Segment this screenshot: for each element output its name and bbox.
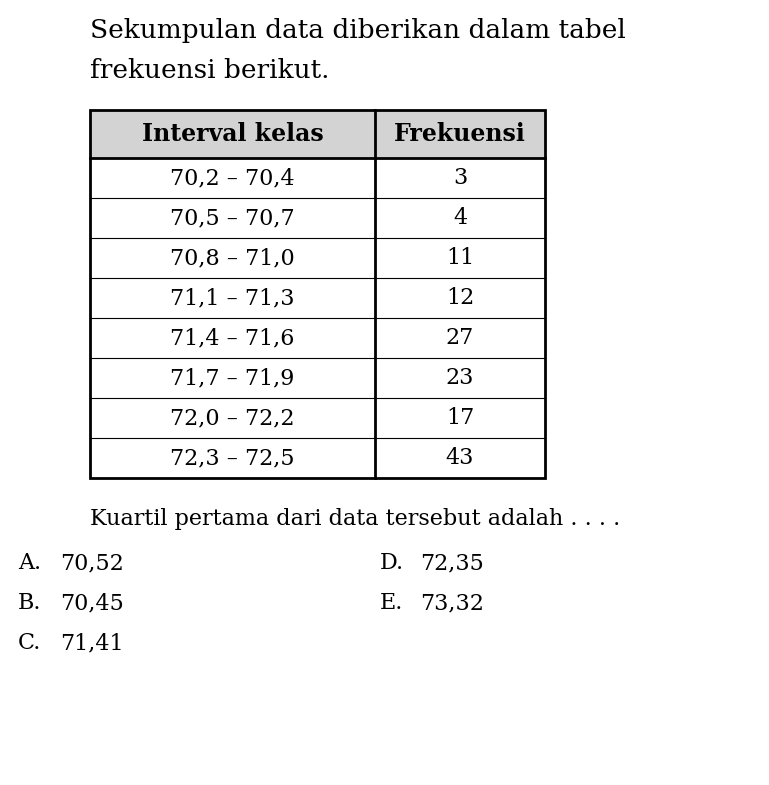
Text: 11: 11 — [446, 247, 474, 269]
Text: E.: E. — [380, 592, 404, 614]
Text: Interval kelas: Interval kelas — [141, 122, 324, 146]
Text: 72,3 – 72,5: 72,3 – 72,5 — [170, 447, 295, 469]
Text: 71,41: 71,41 — [60, 632, 124, 654]
Bar — [90, 110, 545, 158]
Text: 70,8 – 71,0: 70,8 – 71,0 — [170, 247, 295, 269]
Text: C.: C. — [18, 632, 42, 654]
Text: Sekumpulan data diberikan dalam tabel: Sekumpulan data diberikan dalam tabel — [90, 18, 626, 43]
Text: 72,0 – 72,2: 72,0 – 72,2 — [170, 407, 295, 429]
Text: 17: 17 — [446, 407, 474, 429]
Text: D.: D. — [380, 552, 404, 574]
Text: Frekuensi: Frekuensi — [394, 122, 526, 146]
Text: 71,7 – 71,9: 71,7 – 71,9 — [170, 367, 295, 389]
Text: 12: 12 — [446, 287, 474, 309]
Bar — [90, 110, 545, 478]
Text: 70,5 – 70,7: 70,5 – 70,7 — [170, 207, 295, 229]
Text: 27: 27 — [446, 327, 474, 349]
Text: 71,4 – 71,6: 71,4 – 71,6 — [170, 327, 295, 349]
Text: frekuensi berikut.: frekuensi berikut. — [90, 58, 329, 83]
Text: B.: B. — [18, 592, 42, 614]
Text: 70,52: 70,52 — [60, 552, 124, 574]
Text: 3: 3 — [453, 167, 467, 189]
Text: A.: A. — [18, 552, 41, 574]
Text: 23: 23 — [446, 367, 474, 389]
Text: 71,1 – 71,3: 71,1 – 71,3 — [170, 287, 295, 309]
Text: Kuartil pertama dari data tersebut adalah . . . .: Kuartil pertama dari data tersebut adala… — [90, 508, 621, 530]
Text: 4: 4 — [453, 207, 467, 229]
Text: 70,2 – 70,4: 70,2 – 70,4 — [170, 167, 295, 189]
Text: 43: 43 — [446, 447, 474, 469]
Text: 72,35: 72,35 — [420, 552, 484, 574]
Text: 73,32: 73,32 — [420, 592, 484, 614]
Text: 70,45: 70,45 — [60, 592, 124, 614]
